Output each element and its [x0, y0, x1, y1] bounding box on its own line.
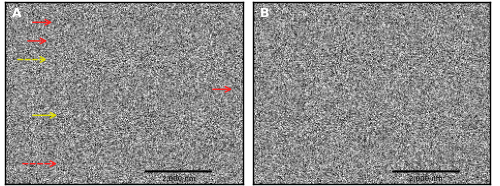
Text: B: B: [260, 7, 269, 20]
Text: 2,000 nm: 2,000 nm: [409, 176, 442, 182]
Text: 2,000 nm: 2,000 nm: [162, 176, 195, 182]
Text: A: A: [12, 7, 22, 20]
